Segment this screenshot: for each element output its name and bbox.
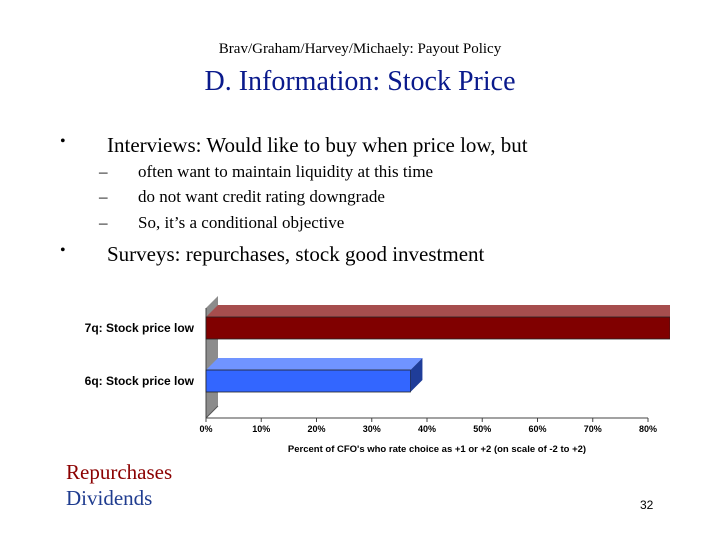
bullet-marker: • [60,242,66,259]
bar-top [206,358,423,370]
x-tick-label: 60% [528,424,546,434]
x-tick-label: 70% [584,424,602,434]
category-label: 7q: Stock price low [85,321,195,335]
x-tick-label: 50% [473,424,491,434]
bar [205,358,423,393]
chart-floor-edge [205,405,219,419]
slide-header: Brav/Graham/Harvey/Michaely: Payout Poli… [218,41,502,57]
bar-side [410,358,423,392]
legend-repurchases: Repurchases [66,460,173,484]
sub-marker: – [99,213,108,232]
category-label: 6q: Stock price low [85,374,195,388]
bar-chart: 7q: Stock price low 6q: Stock price low 0%… [85,296,670,455]
x-axis-title: Percent of CFO's who rate choice as +1 o… [288,444,586,455]
slide-title: D. Information: Stock Price [204,66,516,97]
x-tick-label: 80% [639,424,657,434]
bar-front [205,316,670,340]
sub-text: So, it’s a conditional objective [138,213,345,232]
bar-front [205,369,411,393]
bar-top [206,305,670,317]
bullet-marker: • [60,133,66,150]
x-tick-label: 20% [307,424,325,434]
sub-text: do not want credit rating downgrade [138,187,385,206]
bullet-text: Surveys: repurchases, stock good investm… [107,242,485,266]
sub-text: often want to maintain liquidity at this… [138,162,434,181]
x-tick-label: 0% [199,424,212,434]
sub-marker: – [99,187,108,206]
sub-marker: – [99,162,108,181]
x-tick-label: 40% [418,424,436,434]
x-tick-label: 30% [363,424,381,434]
legend-dividends: Dividends [66,486,153,510]
page-number: 32 [640,498,654,512]
bullet-text: Interviews: Would like to buy when price… [107,133,528,157]
x-tick-label: 10% [252,424,270,434]
bar [205,305,670,340]
legend: Repurchases Dividends [66,459,172,511]
